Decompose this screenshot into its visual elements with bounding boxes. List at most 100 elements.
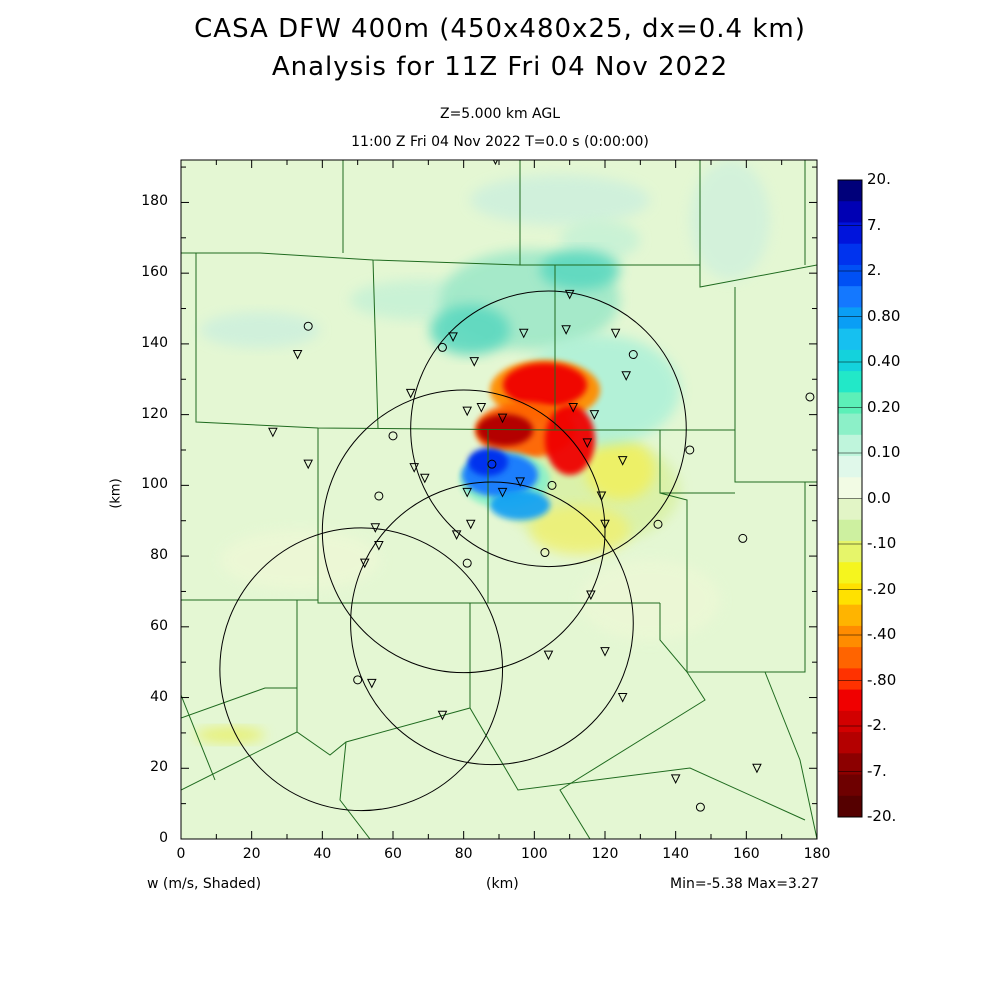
station-triangle: [600, 647, 610, 657]
station-circle: [685, 445, 695, 455]
station-circle: [738, 533, 748, 543]
colorbar-swatch: [838, 732, 862, 754]
colorbar-swatch: [838, 456, 862, 478]
colorbar-label: -.40: [867, 625, 897, 643]
station-triangle: [561, 325, 571, 335]
colorbar-label: 0.40: [867, 352, 901, 370]
station-triangle: [589, 410, 600, 420]
colorbar: [837, 179, 863, 818]
radar-ring: [410, 290, 687, 568]
colorbar-swatch: [838, 307, 862, 330]
shading-blob: [580, 560, 720, 640]
x-tick-label: 20: [242, 846, 261, 862]
station-triangle: [497, 413, 508, 424]
boundary-line: [372, 259, 379, 429]
colorbar-swatch: [838, 434, 862, 457]
y-axis-label: (km): [108, 478, 124, 509]
station-triangle: [610, 328, 621, 339]
boundary-line: [317, 428, 660, 604]
colorbar-label: 7.: [867, 215, 882, 234]
station-triangle: [448, 332, 458, 342]
colorbar-swatch: [838, 562, 862, 584]
y-tick-label: 120: [141, 405, 168, 422]
station-triangle: [582, 438, 593, 449]
shading-blob: [585, 440, 655, 500]
colorbar-swatch: [838, 710, 862, 733]
colorbar-swatch: [838, 222, 862, 245]
station-triangle: [617, 693, 628, 703]
colorbar-swatch: [838, 201, 862, 223]
shading-blob: [490, 490, 550, 520]
x-tick-label: 160: [732, 846, 760, 862]
station-triangle: [374, 540, 384, 551]
colorbar-swatch: [838, 243, 862, 266]
colorbar-swatch: [838, 371, 862, 393]
colorbar-label: 20.: [867, 170, 891, 188]
station-triangle: [568, 403, 579, 413]
level-subtitle: Z=5.000 km AGL: [439, 106, 561, 122]
station-triangle: [370, 523, 381, 533]
colorbar-swatch: [838, 689, 862, 712]
axis-tick-marks: [180, 160, 818, 840]
time-subtitle: 11:00 Z Fri 04 Nov 2022 T=0.0 s (0:00:00…: [351, 134, 649, 150]
station-triangle: [497, 487, 508, 498]
boundary-line: [339, 741, 371, 839]
boundary-line: [181, 694, 216, 781]
boundary-line: [559, 603, 706, 839]
shading-blob: [690, 160, 770, 280]
field-label: w (m/s, Shaded): [147, 876, 262, 892]
shading-blob: [503, 363, 587, 407]
station-triangle: [600, 519, 610, 530]
station-circle: [695, 802, 705, 812]
colorbar-swatch: [838, 498, 862, 521]
station-circle: [303, 321, 313, 331]
station-triangle: [543, 650, 554, 661]
x-tick-label: 40: [313, 846, 332, 862]
y-tick-label: 80: [150, 547, 168, 564]
chart-title-line-2: Analysis for 11Z Fri 04 Nov 2022: [271, 52, 729, 82]
colorbar-label: 0.80: [867, 306, 901, 325]
radar-ring: [219, 527, 504, 812]
y-tick-label: 20: [150, 759, 168, 776]
x-tick-label: 120: [591, 846, 619, 862]
colorbar-swatch: [838, 180, 862, 202]
colorbar-swatch: [838, 477, 862, 499]
x-tick-label: 140: [662, 846, 690, 862]
y-tick-label: 40: [150, 688, 168, 705]
colorbar-swatch: [838, 583, 862, 606]
station-triangle: [518, 328, 529, 339]
x-axis-label: (km): [486, 876, 519, 892]
county-boundaries: [181, 160, 817, 839]
colorbar-label: 0.0: [867, 488, 891, 507]
colorbar-swatch: [838, 774, 862, 797]
colorbar-swatch: [838, 392, 862, 415]
station-triangle: [469, 357, 480, 367]
shading-blob: [195, 727, 265, 743]
station-triangle: [292, 350, 303, 360]
station-triangle: [465, 519, 476, 530]
shading-blob: [470, 175, 650, 225]
boundary-line: [181, 707, 806, 821]
colorbar-swatch: [838, 264, 862, 287]
station-triangle: [752, 763, 762, 774]
colorbar-swatch: [838, 349, 862, 372]
station-triangle: [670, 774, 681, 784]
y-tick-label: 100: [141, 476, 168, 493]
station-circle: [653, 519, 663, 529]
x-tick-label: 180: [803, 846, 831, 862]
station-triangle: [268, 427, 278, 438]
vertical-velocity-shading: [195, 160, 770, 743]
y-tick-label: 160: [141, 264, 168, 281]
colorbar-swatch: [838, 795, 862, 818]
colorbar-label: -20.: [867, 807, 897, 825]
station-triangle: [617, 456, 628, 466]
shading-blob: [430, 305, 510, 355]
chart-title-line-1: CASA DFW 400m (450x480x25, dx=0.4 km): [194, 14, 806, 44]
colorbar-swatch: [838, 286, 862, 308]
radar-ring: [321, 389, 606, 674]
boundary-line: [181, 687, 297, 719]
station-markers: [268, 160, 815, 812]
x-tick-label: 80: [454, 846, 473, 862]
station-circle: [628, 350, 638, 360]
